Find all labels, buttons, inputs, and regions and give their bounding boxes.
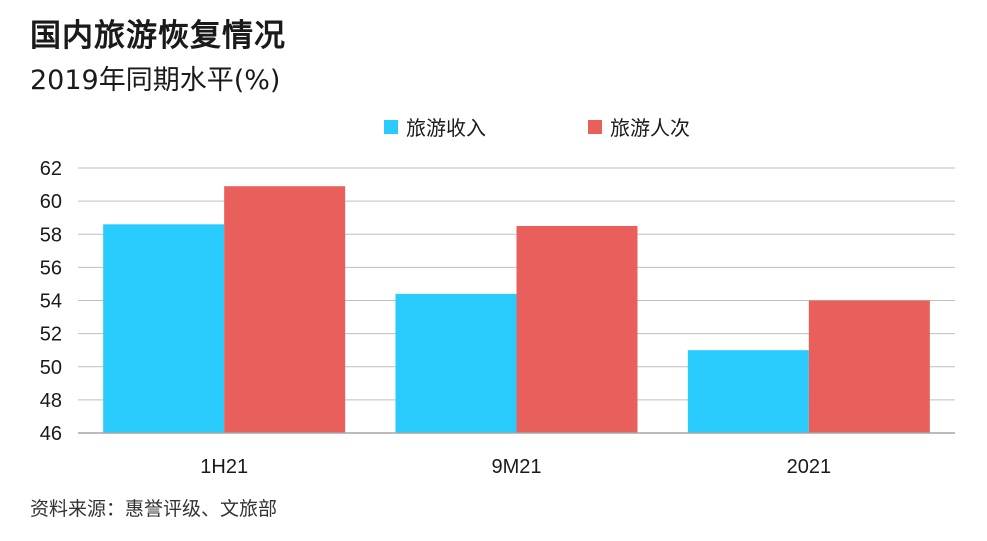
legend: 旅游收入 旅游人次 [0, 112, 987, 142]
y-tick-label: 60 [40, 191, 62, 213]
y-tick-label: 62 [40, 158, 62, 180]
y-tick-label: 54 [40, 291, 62, 313]
source-note: 资料来源：惠誉评级、文旅部 [30, 498, 278, 520]
legend-item-series2: 旅游人次 [588, 112, 690, 141]
x-tick-label: 2021 [787, 456, 832, 478]
legend-label-series1: 旅游收入 [406, 116, 486, 140]
y-tick-label: 58 [40, 224, 62, 246]
bar-series1 [395, 293, 517, 433]
y-tick-label: 50 [40, 357, 62, 379]
y-tick-label: 46 [40, 423, 62, 445]
bar-series2 [516, 225, 638, 433]
y-tick-label: 48 [40, 390, 62, 412]
bar-series1 [687, 350, 809, 433]
legend-item-series1: 旅游收入 [384, 112, 486, 141]
legend-swatch-series2 [588, 119, 602, 134]
y-tick-label: 52 [40, 324, 62, 346]
x-tick-label: 1H21 [200, 456, 248, 478]
y-tick-label: 56 [40, 257, 62, 279]
chart-subtitle: 2019年同期水平(%) [30, 65, 281, 96]
bar-series1 [103, 224, 225, 433]
chart-title: 国内旅游恢复情况 [30, 18, 286, 54]
legend-swatch-series1 [384, 119, 398, 134]
bar-series2 [808, 300, 930, 433]
x-tick-label: 9M21 [491, 456, 541, 478]
bar-series2 [224, 186, 346, 433]
legend-label-series2: 旅游人次 [610, 116, 690, 140]
